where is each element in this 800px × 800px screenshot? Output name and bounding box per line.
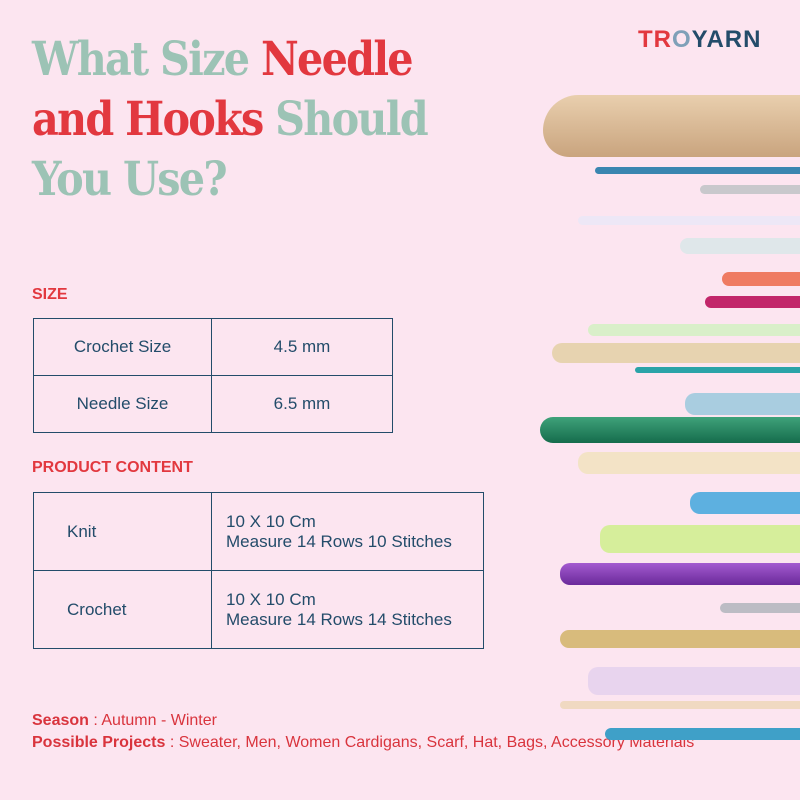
cell-value: 4.5 mm: [211, 318, 393, 376]
season-label: Season: [32, 712, 89, 729]
content-heading: PRODUCT CONTENT: [32, 459, 193, 476]
title-highlight: and Hooks: [32, 92, 264, 147]
table-row: Crochet 10 X 10 Cm Measure 14 Rows 14 Stit…: [33, 570, 484, 649]
cell-label: Needle Size: [33, 375, 212, 433]
cell-label: Crochet: [33, 570, 212, 649]
size-heading: SIZE: [32, 286, 68, 303]
size-table: Crochet Size 4.5 mm Needle Size 6.5 mm: [33, 318, 393, 433]
season-value: : Autumn - Winter: [88, 712, 217, 729]
cell-line: 10 X 10 Cm: [226, 511, 316, 531]
table-row: Needle Size 6.5 mm: [33, 375, 393, 433]
cell-label: Knit: [33, 492, 212, 571]
title-text: You Use?: [32, 152, 228, 207]
cell-label: Crochet Size: [33, 318, 212, 376]
projects-label: Possible Projects: [32, 734, 166, 751]
cell-line: 10 X 10 Cm: [226, 589, 316, 609]
title-text: What Size: [32, 32, 262, 87]
cell-line: Measure 14 Rows 14 Stitches: [226, 609, 452, 629]
title-highlight: Needle: [261, 32, 414, 87]
content-table: Knit 10 X 10 Cm Measure 14 Rows 10 Stitche…: [33, 492, 484, 649]
projects-value: : Sweater, Men, Women Cardigans, Scarf, …: [165, 734, 695, 751]
title-text: Should: [262, 92, 428, 147]
footer-info: Season : Autumn - Winter Possible Projec…: [32, 710, 694, 754]
table-row: Crochet Size 4.5 mm: [33, 318, 393, 376]
cell-value: 6.5 mm: [211, 375, 393, 433]
brand-logo: TROYARN: [638, 26, 762, 53]
cell-line: Measure 14 Rows 10 Stitches: [226, 531, 452, 551]
headline: What Size Needle and Hooks Should You Us…: [32, 30, 429, 210]
table-row: Knit 10 X 10 Cm Measure 14 Rows 10 Stitche…: [33, 492, 484, 571]
